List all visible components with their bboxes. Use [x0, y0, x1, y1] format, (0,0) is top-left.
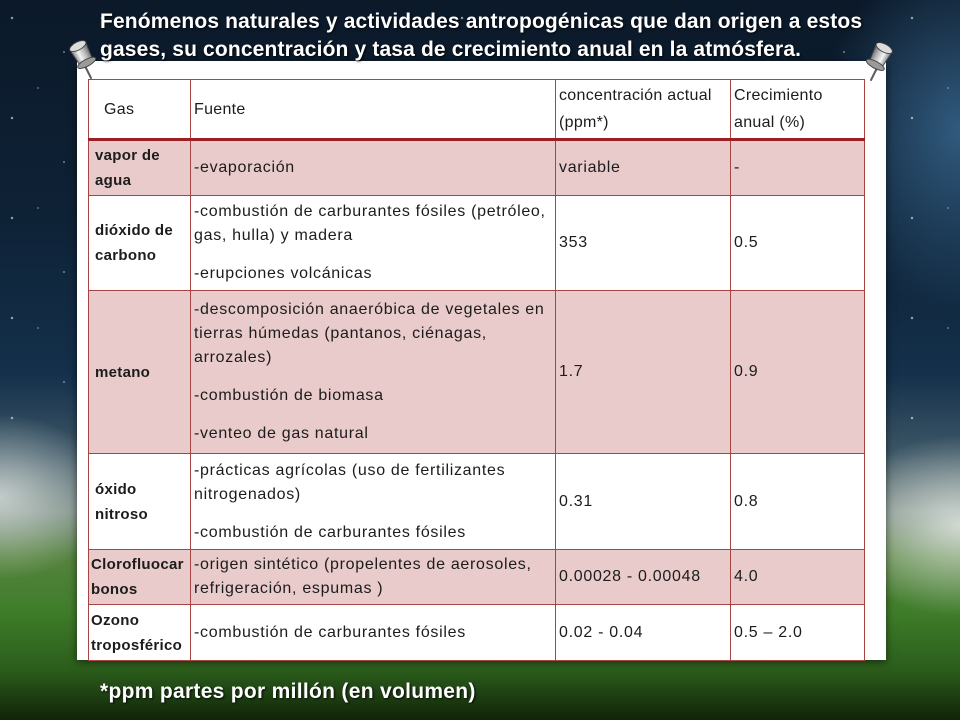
source-list: -combustión de carburantes fósiles (petr… — [190, 195, 556, 291]
table-row: vapor de agua -evaporación variable - — [88, 139, 865, 196]
concentration-value: 0.31 — [555, 453, 731, 550]
column-header-source: Fuente — [190, 79, 556, 141]
concentration-value: 0.00028 - 0.00048 — [555, 549, 731, 605]
source-item: -combustión de carburantes fósiles (petr… — [194, 203, 546, 244]
table-row: metano -descomposición anaeróbica de veg… — [88, 290, 865, 454]
table-row: óxido nitroso -prácticas agrícolas (uso … — [88, 453, 865, 550]
column-header-growth: Crecimiento anual (%) — [730, 79, 865, 141]
column-header-concentration: concentración actual (ppm*) — [555, 79, 731, 141]
source-item: -combustión de biomasa — [194, 387, 384, 404]
pushpin-icon — [69, 40, 97, 79]
source-item: -descomposición anaeróbica de vegetales … — [194, 301, 545, 366]
growth-value: - — [730, 139, 865, 196]
table-row: Clorofluocarbonos -origen sintético (pro… — [88, 549, 865, 605]
table-header-row: Gas Fuente concentración actual (ppm*) C… — [88, 79, 865, 141]
concentration-value: 0.02 - 0.04 — [555, 604, 731, 661]
concentration-value: variable — [555, 139, 731, 196]
growth-value: 0.9 — [730, 290, 865, 454]
source-list: -combustión de carburantes fósiles — [190, 604, 556, 661]
gas-name: metano — [88, 290, 191, 454]
table-row: Ozono troposférico -combustión de carbur… — [88, 604, 865, 661]
gas-name: óxido nitroso — [88, 453, 191, 550]
source-item: -evaporación — [194, 159, 295, 176]
source-item: -combustión de carburantes fósiles — [194, 623, 466, 641]
growth-value: 0.5 – 2.0 — [730, 604, 865, 661]
content-card: Gas Fuente concentración actual (ppm*) C… — [77, 61, 886, 661]
column-header-gas: Gas — [88, 79, 191, 141]
source-item: -origen sintético (propelentes de aeroso… — [194, 556, 532, 597]
growth-value: 0.8 — [730, 453, 865, 550]
gas-name: dióxido de carbono — [88, 195, 191, 291]
greenhouse-gas-table: Gas Fuente concentración actual (ppm*) C… — [88, 79, 865, 661]
slide-title: Fenómenos naturales y actividades antrop… — [100, 10, 863, 61]
source-item: -prácticas agrícolas (uso de fertilizant… — [194, 461, 506, 503]
gas-name: Ozono troposférico — [88, 604, 191, 661]
growth-value: 4.0 — [730, 549, 865, 605]
source-list: -origen sintético (propelentes de aeroso… — [190, 549, 556, 605]
concentration-value: 353 — [555, 195, 731, 291]
pushpin-icon — [865, 42, 893, 81]
source-list: -prácticas agrícolas (uso de fertilizant… — [190, 453, 556, 550]
source-list: -evaporación — [190, 139, 556, 196]
source-item: -combustión de carburantes fósiles — [194, 523, 466, 541]
gas-name: vapor de agua — [88, 139, 191, 196]
gas-name: Clorofluocarbonos — [88, 549, 191, 605]
ppm-footnote: *ppm partes por millón (en volumen) — [100, 680, 476, 703]
table-row: dióxido de carbono -combustión de carbur… — [88, 195, 865, 291]
source-item: -erupciones volcánicas — [194, 265, 373, 282]
source-list: -descomposición anaeróbica de vegetales … — [190, 290, 556, 454]
growth-value: 0.5 — [730, 195, 865, 291]
source-item: -venteo de gas natural — [194, 425, 369, 442]
concentration-value: 1.7 — [555, 290, 731, 454]
